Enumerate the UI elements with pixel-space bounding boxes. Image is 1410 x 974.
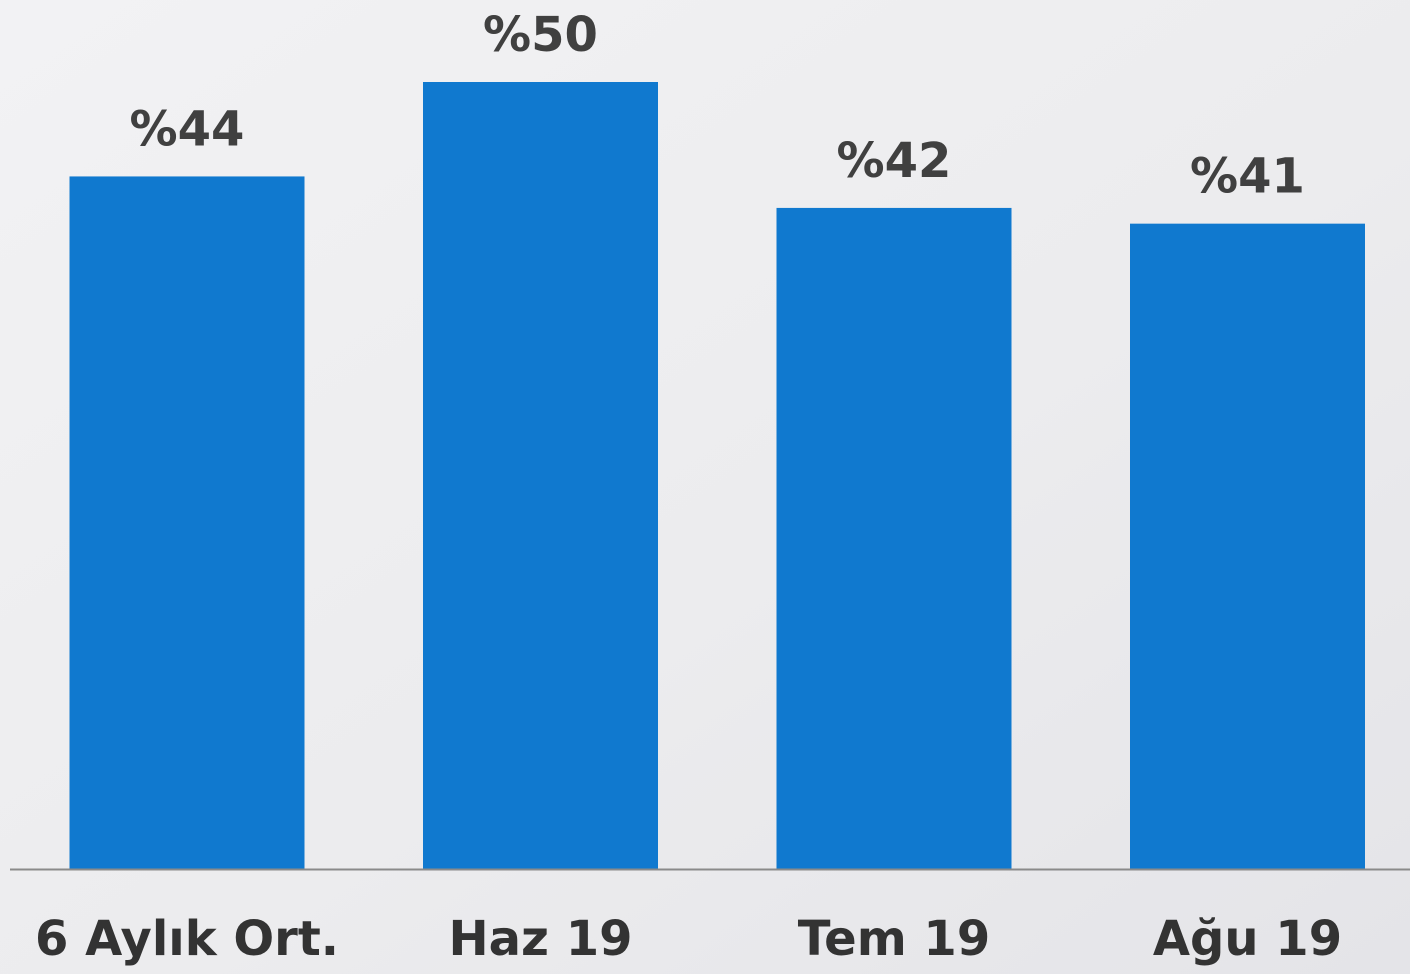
bar xyxy=(1130,223,1365,869)
data-label: %50 xyxy=(483,7,598,63)
bar xyxy=(69,176,305,869)
x-tick-label: Ağu 19 xyxy=(1153,911,1342,967)
bar xyxy=(776,207,1012,870)
data-label: %42 xyxy=(837,133,952,189)
bar xyxy=(423,82,658,869)
data-label: %44 xyxy=(130,101,245,157)
x-tick-label: Tem 19 xyxy=(798,911,990,967)
x-tick-label: 6 Aylık Ort. xyxy=(35,911,339,967)
data-label: %41 xyxy=(1190,149,1305,205)
x-tick-label: Haz 19 xyxy=(448,911,632,967)
